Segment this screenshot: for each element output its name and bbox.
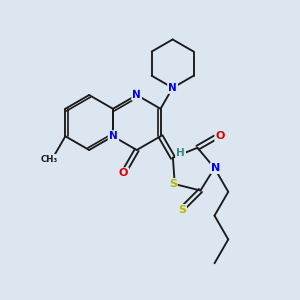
Text: CH₃: CH₃ <box>41 155 58 164</box>
Text: S: S <box>178 205 186 215</box>
Text: N: N <box>211 163 220 173</box>
Text: N: N <box>110 131 118 141</box>
Text: O: O <box>119 168 128 178</box>
Text: N: N <box>168 83 177 93</box>
Text: S: S <box>168 179 176 189</box>
Text: O: O <box>215 131 225 142</box>
Text: O: O <box>119 168 128 178</box>
Text: N: N <box>132 89 141 99</box>
Text: N: N <box>132 90 141 100</box>
Text: CH₃: CH₃ <box>41 155 58 164</box>
Text: N: N <box>168 83 177 93</box>
Text: H: H <box>176 148 185 158</box>
Text: H: H <box>176 148 185 158</box>
Text: N: N <box>109 131 117 141</box>
Text: S: S <box>169 179 177 189</box>
Text: O: O <box>215 131 225 142</box>
Text: S: S <box>178 205 186 215</box>
Text: N: N <box>212 163 221 173</box>
